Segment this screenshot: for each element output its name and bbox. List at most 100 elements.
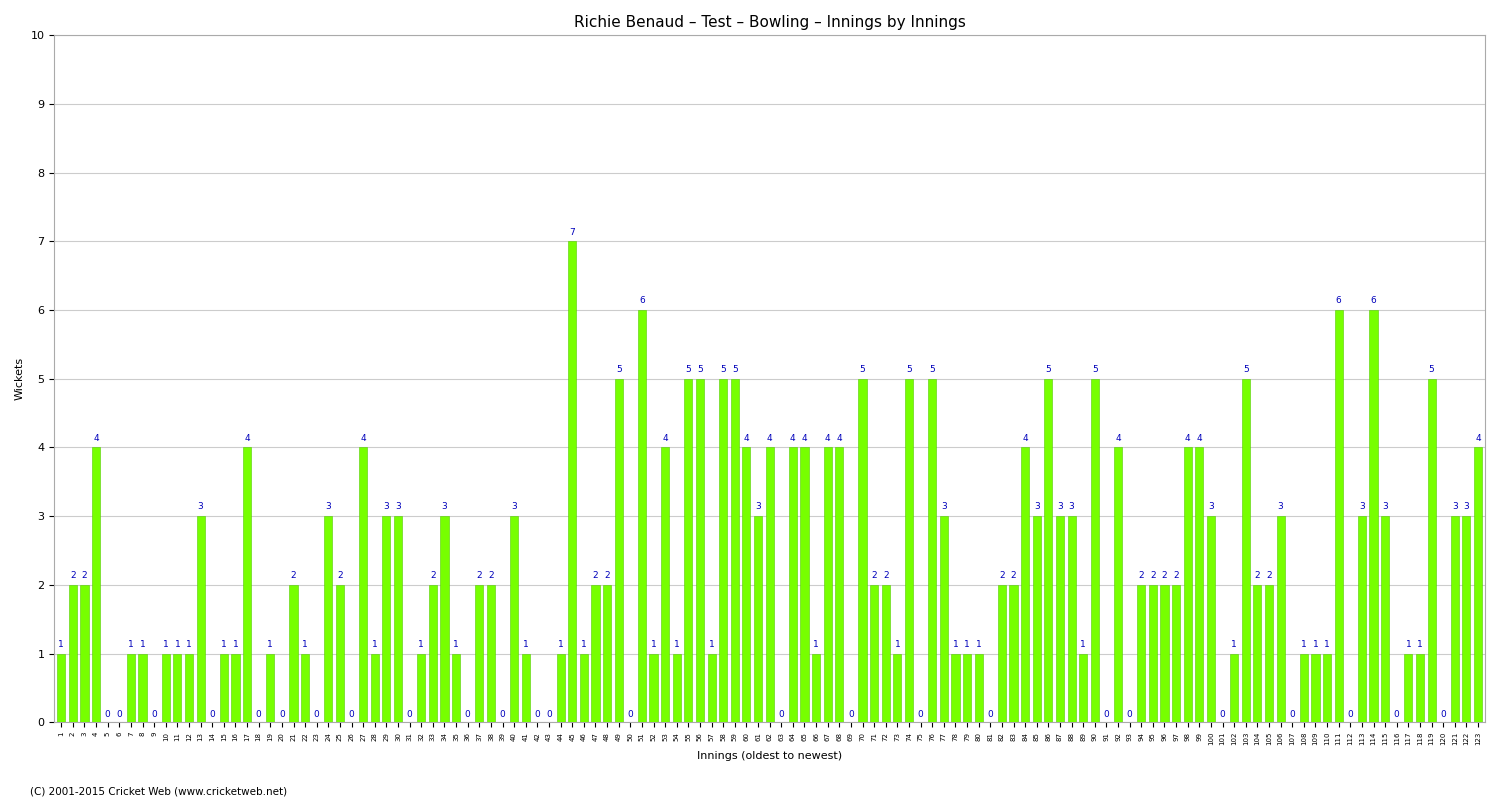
Bar	[476, 585, 483, 722]
Text: 4: 4	[837, 434, 842, 442]
Text: 5: 5	[1092, 365, 1098, 374]
Text: 0: 0	[1104, 710, 1110, 719]
Bar	[1323, 654, 1330, 722]
Bar	[324, 516, 333, 722]
Text: 1: 1	[813, 640, 819, 649]
Bar	[662, 447, 669, 722]
Text: 1: 1	[580, 640, 586, 649]
Text: 0: 0	[778, 710, 784, 719]
Text: 1: 1	[674, 640, 680, 649]
Bar	[708, 654, 716, 722]
Bar	[894, 654, 902, 722]
Bar	[266, 654, 274, 722]
Text: 2: 2	[999, 571, 1005, 580]
Text: 4: 4	[801, 434, 807, 442]
Text: 1: 1	[952, 640, 958, 649]
Text: 2: 2	[1138, 571, 1144, 580]
Title: Richie Benaud – Test – Bowling – Innings by Innings: Richie Benaud – Test – Bowling – Innings…	[573, 15, 966, 30]
Text: 3: 3	[326, 502, 332, 511]
Bar	[1311, 654, 1320, 722]
Bar	[370, 654, 380, 722]
Text: 4: 4	[1023, 434, 1028, 442]
Text: 1: 1	[58, 640, 64, 649]
Text: 2: 2	[291, 571, 297, 580]
Bar	[568, 242, 576, 722]
Bar	[1010, 585, 1017, 722]
Text: 1: 1	[708, 640, 714, 649]
Bar	[870, 585, 877, 722]
Text: 0: 0	[105, 710, 111, 719]
Bar	[1196, 447, 1203, 722]
Bar	[92, 447, 100, 722]
Bar	[638, 310, 646, 722]
Text: 1: 1	[174, 640, 180, 649]
Text: 3: 3	[1068, 502, 1074, 511]
Text: 2: 2	[884, 571, 888, 580]
Text: 0: 0	[847, 710, 853, 719]
Bar	[417, 654, 426, 722]
Text: 3: 3	[940, 502, 946, 511]
Text: 6: 6	[639, 296, 645, 306]
Bar	[951, 654, 960, 722]
Text: 0: 0	[1347, 710, 1353, 719]
Bar	[1044, 378, 1053, 722]
Text: 3: 3	[1278, 502, 1284, 511]
Bar	[1450, 516, 1460, 722]
Bar	[1068, 516, 1076, 722]
Text: 3: 3	[754, 502, 760, 511]
Bar	[1172, 585, 1180, 722]
Text: 0: 0	[117, 710, 122, 719]
Text: 0: 0	[406, 710, 412, 719]
Text: 0: 0	[1126, 710, 1132, 719]
Text: 3: 3	[394, 502, 400, 511]
Text: 1: 1	[1232, 640, 1238, 649]
Text: 6: 6	[1336, 296, 1341, 306]
Bar	[174, 654, 182, 722]
Text: 4: 4	[360, 434, 366, 442]
Text: 1: 1	[140, 640, 146, 649]
Bar	[1184, 447, 1192, 722]
Bar	[138, 654, 147, 722]
Text: 6: 6	[1371, 296, 1377, 306]
Text: 0: 0	[546, 710, 552, 719]
Bar	[1335, 310, 1342, 722]
Bar	[580, 654, 588, 722]
Bar	[220, 654, 228, 722]
Text: 0: 0	[348, 710, 354, 719]
Text: 1: 1	[1300, 640, 1306, 649]
Bar	[358, 447, 368, 722]
Text: 4: 4	[1197, 434, 1202, 442]
Bar	[615, 378, 622, 722]
Text: 5: 5	[1428, 365, 1434, 374]
Bar	[1416, 654, 1424, 722]
Bar	[382, 516, 390, 722]
Bar	[650, 654, 657, 722]
Text: 2: 2	[81, 571, 87, 580]
Bar	[452, 654, 460, 722]
Text: 4: 4	[1185, 434, 1191, 442]
Text: 5: 5	[698, 365, 703, 374]
Bar	[1078, 654, 1088, 722]
Text: 3: 3	[441, 502, 447, 511]
Text: 1: 1	[1418, 640, 1424, 649]
Text: 4: 4	[1114, 434, 1120, 442]
Text: 0: 0	[500, 710, 506, 719]
Text: 1: 1	[164, 640, 168, 649]
Text: 1: 1	[267, 640, 273, 649]
Text: 5: 5	[720, 365, 726, 374]
Bar	[81, 585, 88, 722]
Bar	[429, 585, 436, 722]
Text: 4: 4	[1474, 434, 1480, 442]
Text: 5: 5	[616, 365, 621, 374]
Bar	[69, 585, 76, 722]
Bar	[1264, 585, 1274, 722]
Bar	[742, 447, 750, 722]
Bar	[510, 516, 518, 722]
Bar	[812, 654, 820, 722]
Text: 4: 4	[825, 434, 831, 442]
Text: 5: 5	[686, 365, 692, 374]
Text: 2: 2	[1161, 571, 1167, 580]
Bar	[1404, 654, 1413, 722]
Text: 5: 5	[930, 365, 934, 374]
Bar	[1032, 516, 1041, 722]
